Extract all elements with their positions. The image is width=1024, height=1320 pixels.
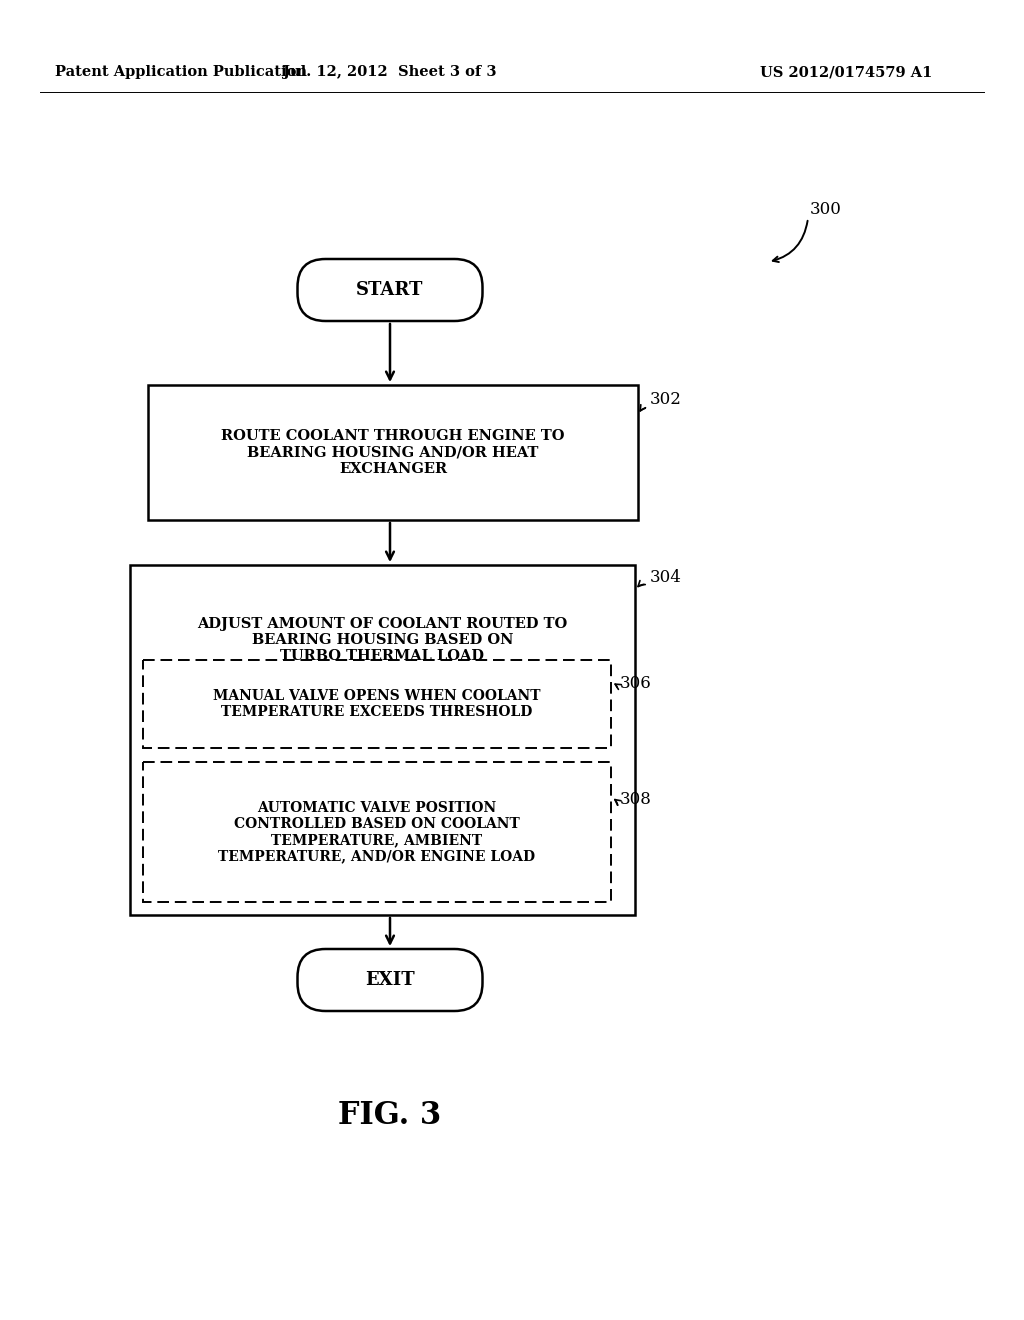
Text: US 2012/0174579 A1: US 2012/0174579 A1 [760,65,933,79]
Text: 300: 300 [810,202,842,219]
Text: Jul. 12, 2012  Sheet 3 of 3: Jul. 12, 2012 Sheet 3 of 3 [284,65,497,79]
Text: EXIT: EXIT [366,972,415,989]
Text: START: START [356,281,424,300]
Text: ADJUST AMOUNT OF COOLANT ROUTED TO
BEARING HOUSING BASED ON
TURBO THERMAL LOAD: ADJUST AMOUNT OF COOLANT ROUTED TO BEARI… [198,616,567,663]
Text: 302: 302 [650,392,682,408]
Text: MANUAL VALVE OPENS WHEN COOLANT
TEMPERATURE EXCEEDS THRESHOLD: MANUAL VALVE OPENS WHEN COOLANT TEMPERAT… [213,689,541,719]
FancyBboxPatch shape [148,385,638,520]
Text: ROUTE COOLANT THROUGH ENGINE TO
BEARING HOUSING AND/OR HEAT
EXCHANGER: ROUTE COOLANT THROUGH ENGINE TO BEARING … [221,429,565,475]
Text: 308: 308 [620,792,652,808]
Text: Patent Application Publication: Patent Application Publication [55,65,307,79]
FancyBboxPatch shape [130,565,635,915]
Text: FIG. 3: FIG. 3 [338,1100,441,1130]
FancyBboxPatch shape [298,259,482,321]
Text: 304: 304 [650,569,682,586]
FancyBboxPatch shape [143,660,611,748]
Text: 306: 306 [620,675,651,692]
Text: AUTOMATIC VALVE POSITION
CONTROLLED BASED ON COOLANT
TEMPERATURE, AMBIENT
TEMPER: AUTOMATIC VALVE POSITION CONTROLLED BASE… [218,801,536,863]
FancyBboxPatch shape [143,762,611,902]
FancyBboxPatch shape [298,949,482,1011]
